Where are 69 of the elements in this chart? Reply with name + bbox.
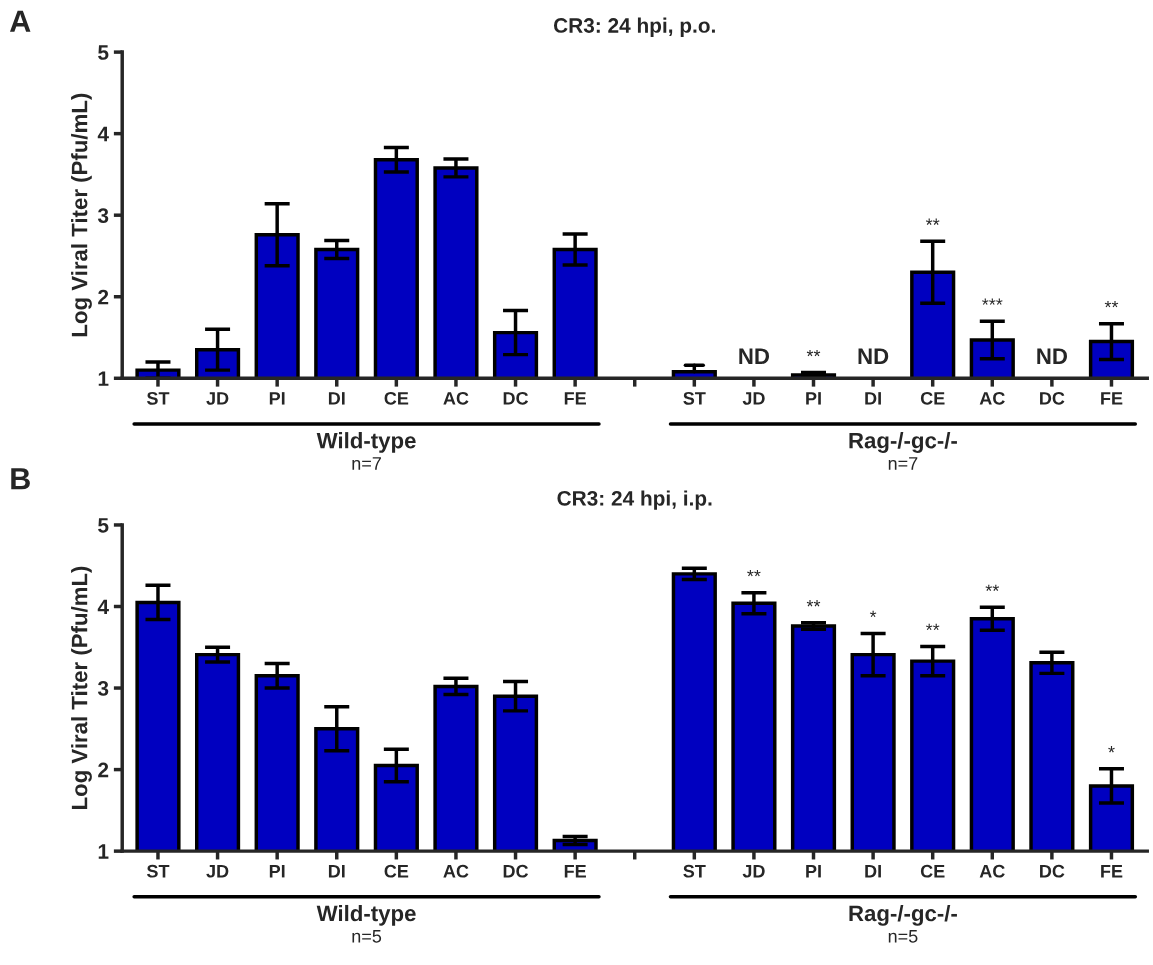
text: Wild-type bbox=[316, 432, 416, 453]
text: n=7 bbox=[888, 457, 918, 470]
x-tick-label: AC bbox=[979, 391, 1005, 405]
x-tick-label: CE bbox=[920, 391, 945, 405]
x-tick-label: PI bbox=[269, 864, 285, 878]
text: B bbox=[11, 468, 30, 490]
x-tick-label: ST bbox=[146, 391, 170, 405]
x-tick-label: FE bbox=[1101, 392, 1123, 405]
data-label: ** bbox=[747, 569, 761, 577]
y-tick-label: 5 bbox=[98, 518, 109, 533]
text: ND bbox=[858, 348, 889, 364]
x-tick-label: AC bbox=[443, 864, 469, 878]
text: A bbox=[9, 10, 31, 32]
y-tick-label: 3 bbox=[97, 208, 109, 223]
data-label: * bbox=[869, 610, 877, 618]
x-tick-label: DI bbox=[865, 864, 881, 878]
x-tick-label: PI bbox=[269, 392, 285, 405]
chart-title: CR3: 24 hpi, i.p. bbox=[557, 490, 712, 510]
x-tick-label: AC bbox=[443, 391, 469, 405]
x-tick-label: CE bbox=[384, 864, 409, 878]
y-tick-label: 1 bbox=[98, 371, 109, 386]
x-tick-label: AC bbox=[979, 864, 1005, 878]
text: ND bbox=[739, 348, 770, 364]
x-tick-label: FE bbox=[564, 864, 586, 878]
x-tick-label: ST bbox=[683, 391, 706, 405]
x-tick-label: PI bbox=[806, 392, 821, 405]
y-tick-label: 2 bbox=[98, 762, 109, 778]
x-tick-label: PI bbox=[806, 864, 821, 878]
text: ND bbox=[1037, 348, 1067, 364]
text: Rag-/-gc-/- bbox=[849, 432, 957, 453]
data-label: ** bbox=[1104, 300, 1119, 308]
x-tick-label: DC bbox=[503, 864, 529, 878]
x-tick-label: ST bbox=[146, 864, 170, 878]
x-tick-label: JD bbox=[742, 864, 765, 878]
x-tick-label: JD bbox=[206, 392, 229, 405]
x-tick-label: JD bbox=[206, 864, 229, 878]
x-tick-label: CE bbox=[384, 391, 409, 405]
y-tick-label: 2 bbox=[98, 289, 109, 305]
x-tick-label: FE bbox=[1101, 864, 1123, 878]
x-tick-label: DC bbox=[1040, 864, 1065, 878]
y-tick-label: 5 bbox=[98, 45, 109, 60]
text: Rag-/-gc-/- bbox=[849, 904, 957, 926]
text: n=5 bbox=[888, 930, 918, 943]
x-tick-label: FE bbox=[564, 392, 586, 405]
text: n=5 bbox=[352, 930, 382, 943]
data-label: ** bbox=[925, 623, 940, 631]
y-tick-label: 4 bbox=[97, 599, 109, 615]
x-tick-label: DI bbox=[328, 392, 345, 405]
x-tick-label: JD bbox=[742, 392, 765, 405]
data-label: *** bbox=[982, 298, 1003, 305]
x-tick-label: DC bbox=[503, 391, 529, 405]
text: Wild-type bbox=[316, 904, 416, 926]
y-tick-label: 4 bbox=[97, 126, 109, 142]
data-label: ** bbox=[985, 584, 1000, 591]
y-tick-label: 1 bbox=[98, 844, 109, 859]
data-label: ** bbox=[925, 218, 940, 225]
y-tick-label: 3 bbox=[97, 681, 109, 696]
x-tick-label: ST bbox=[683, 864, 706, 878]
x-tick-label: DI bbox=[328, 864, 345, 878]
data-label: * bbox=[1108, 746, 1115, 753]
x-tick-label: DI bbox=[865, 392, 881, 405]
y-axis-title: Log Viral Titer (Pfu/mL) bbox=[71, 93, 92, 337]
chart-title: CR3: 24 hpi, p.o. bbox=[553, 17, 715, 37]
x-tick-label: DC bbox=[1040, 391, 1065, 405]
data-label: ** bbox=[806, 349, 821, 357]
x-tick-label: CE bbox=[920, 864, 945, 878]
y-axis-title: Log Viral Titer (Pfu/mL) bbox=[71, 566, 92, 810]
text: n=7 bbox=[352, 457, 381, 470]
data-label: ** bbox=[806, 600, 821, 607]
